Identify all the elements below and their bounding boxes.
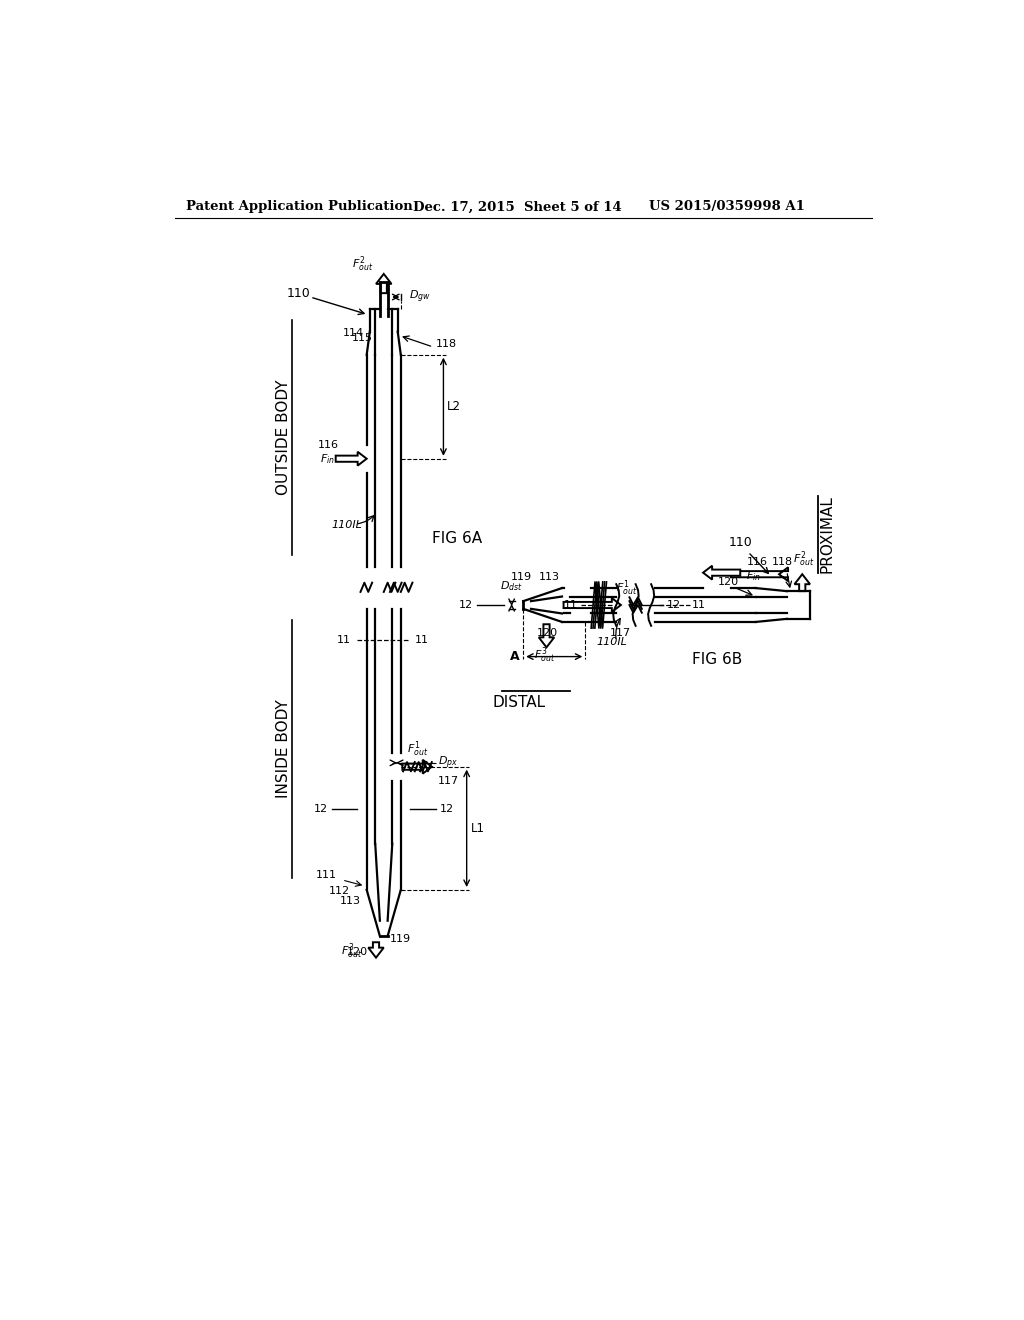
Text: $F_{out}^{2}$: $F_{out}^{2}$ bbox=[351, 255, 373, 275]
Text: 11: 11 bbox=[415, 635, 429, 644]
Polygon shape bbox=[563, 598, 621, 612]
Text: $F_{out}^{1}$: $F_{out}^{1}$ bbox=[616, 578, 638, 598]
Text: 113: 113 bbox=[539, 573, 560, 582]
Text: PROXIMAL: PROXIMAL bbox=[819, 495, 835, 573]
Polygon shape bbox=[539, 624, 554, 647]
Text: 110: 110 bbox=[728, 536, 752, 549]
Text: 115: 115 bbox=[352, 333, 373, 343]
Text: L1: L1 bbox=[471, 822, 484, 834]
Text: 11: 11 bbox=[337, 635, 351, 644]
Text: 118: 118 bbox=[772, 557, 794, 568]
Text: 120: 120 bbox=[718, 577, 739, 587]
Text: 116: 116 bbox=[746, 557, 767, 568]
Text: 12: 12 bbox=[439, 804, 454, 814]
Polygon shape bbox=[336, 451, 367, 466]
Text: 118: 118 bbox=[435, 339, 457, 348]
Text: 116: 116 bbox=[317, 440, 339, 450]
Text: 119: 119 bbox=[511, 573, 532, 582]
Text: $F_{out}^{3}$: $F_{out}^{3}$ bbox=[535, 645, 556, 665]
Polygon shape bbox=[703, 566, 740, 579]
Text: 110IL: 110IL bbox=[332, 520, 362, 531]
Text: 12: 12 bbox=[459, 601, 473, 610]
Polygon shape bbox=[376, 275, 391, 293]
Text: $D_{gw}$: $D_{gw}$ bbox=[409, 289, 430, 305]
Polygon shape bbox=[795, 574, 810, 591]
Text: 120: 120 bbox=[347, 948, 369, 957]
Text: $F_{in}$: $F_{in}$ bbox=[746, 569, 762, 582]
Text: $F_{out}^{3}$: $F_{out}^{3}$ bbox=[341, 941, 362, 961]
Polygon shape bbox=[369, 942, 384, 958]
Text: 117: 117 bbox=[609, 628, 631, 638]
Text: 12: 12 bbox=[313, 804, 328, 814]
Text: 114: 114 bbox=[342, 327, 364, 338]
Text: 111: 111 bbox=[316, 870, 337, 880]
Text: 110IL: 110IL bbox=[597, 638, 628, 647]
Polygon shape bbox=[731, 568, 788, 581]
Text: 120: 120 bbox=[538, 628, 558, 638]
Text: Dec. 17, 2015  Sheet 5 of 14: Dec. 17, 2015 Sheet 5 of 14 bbox=[414, 201, 622, 214]
Text: 110: 110 bbox=[287, 286, 310, 300]
Text: $F_{out}^{2}$: $F_{out}^{2}$ bbox=[794, 549, 814, 569]
Text: 113: 113 bbox=[340, 896, 360, 906]
Text: 11: 11 bbox=[692, 601, 707, 610]
Text: Patent Application Publication: Patent Application Publication bbox=[186, 201, 413, 214]
Text: L2: L2 bbox=[447, 400, 461, 413]
Text: 12: 12 bbox=[667, 601, 681, 610]
Text: OUTSIDE BODY: OUTSIDE BODY bbox=[275, 379, 291, 495]
Text: A: A bbox=[510, 649, 519, 663]
Text: 112: 112 bbox=[329, 886, 349, 896]
Text: INSIDE BODY: INSIDE BODY bbox=[275, 700, 291, 799]
Text: $F_{in}$: $F_{in}$ bbox=[321, 451, 336, 466]
Text: 11: 11 bbox=[563, 601, 578, 610]
Text: US 2015/0359998 A1: US 2015/0359998 A1 bbox=[649, 201, 805, 214]
Text: FIG 6A: FIG 6A bbox=[432, 532, 482, 546]
Polygon shape bbox=[402, 760, 432, 774]
Text: 119: 119 bbox=[390, 935, 411, 944]
Text: FIG 6B: FIG 6B bbox=[692, 652, 742, 668]
Text: DISTAL: DISTAL bbox=[493, 696, 546, 710]
Text: 117: 117 bbox=[438, 776, 459, 785]
Text: $F_{out}^{1}$: $F_{out}^{1}$ bbox=[408, 739, 428, 759]
Text: $D_{px}$: $D_{px}$ bbox=[438, 755, 458, 771]
Text: $D_{dst}$: $D_{dst}$ bbox=[500, 579, 523, 594]
